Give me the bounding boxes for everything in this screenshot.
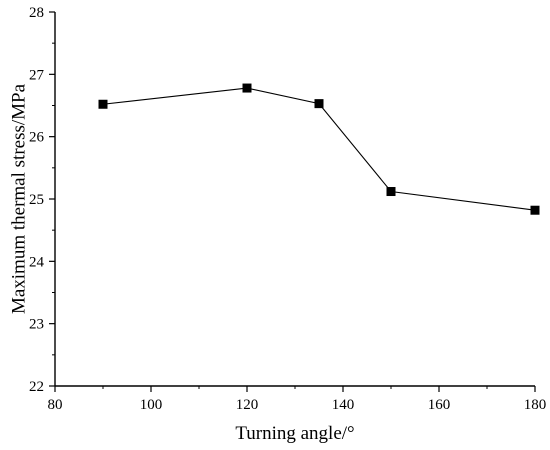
x-tick-label: 140 [332, 397, 355, 413]
tick-labels: 80 100 120 140 160 180 22 23 24 25 26 27 28 [29, 5, 546, 413]
data-point-marker [386, 187, 396, 197]
x-tick-label: 180 [524, 397, 547, 413]
data-point-marker [98, 99, 108, 109]
axes [54, 12, 535, 387]
y-tick-label: 25 [29, 192, 44, 208]
y-tick-label: 27 [29, 67, 45, 83]
tick-marks [49, 11, 536, 392]
data-point-marker [242, 83, 252, 93]
data-point-marker [530, 205, 540, 215]
x-tick-label: 160 [428, 397, 451, 413]
data-point-marker [314, 99, 324, 109]
x-axis-title: Turning angle/° [235, 423, 354, 444]
y-tick-label: 28 [29, 5, 44, 21]
y-tick-label: 24 [29, 254, 45, 270]
y-tick-label: 23 [29, 317, 44, 333]
x-tick-label: 100 [140, 397, 163, 413]
series [98, 83, 540, 215]
x-tick-label: 80 [48, 397, 63, 413]
y-tick-label: 26 [29, 130, 45, 146]
x-tick-label: 120 [236, 397, 259, 413]
y-tick-label: 22 [29, 379, 44, 395]
y-axis-title: Maximum thermal stress/MPa [8, 83, 29, 314]
